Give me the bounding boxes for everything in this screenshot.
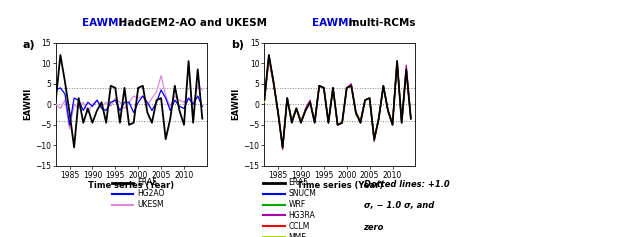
Text: multi-RCMs: multi-RCMs [345, 18, 416, 28]
X-axis label: Time series (Year): Time series (Year) [297, 181, 383, 190]
Legend: ERA5, SNUCM, WRF, HG3RA, CCLM, MME: ERA5, SNUCM, WRF, HG3RA, CCLM, MME [262, 177, 318, 237]
Y-axis label: EAWMI: EAWMI [23, 88, 32, 120]
Text: Dotted lines: +1.0: Dotted lines: +1.0 [363, 180, 450, 189]
Text: σ, − 1.0 σ, and: σ, − 1.0 σ, and [363, 201, 434, 210]
Y-axis label: EAWMI: EAWMI [232, 88, 241, 120]
Text: HadGEM2-AO and UKESM: HadGEM2-AO and UKESM [115, 18, 267, 28]
Legend: ERA5, HG2AO, UKESM: ERA5, HG2AO, UKESM [110, 177, 166, 211]
Text: zero: zero [363, 223, 384, 232]
Text: EAWMI:: EAWMI: [312, 18, 356, 28]
Text: b): b) [231, 40, 244, 50]
Text: a): a) [22, 40, 35, 50]
Text: EAWMI:: EAWMI: [82, 18, 126, 28]
X-axis label: Time series (Year): Time series (Year) [88, 181, 174, 190]
